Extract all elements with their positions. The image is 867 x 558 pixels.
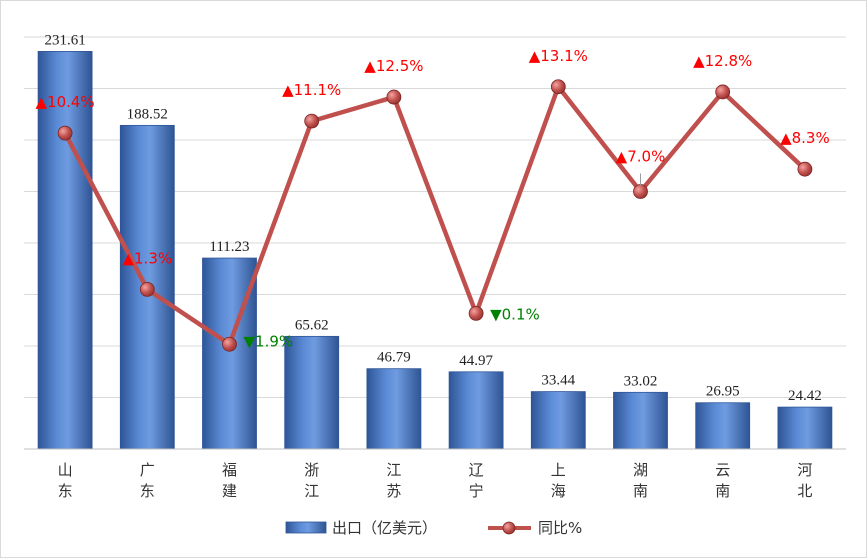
bar [777,406,833,450]
bar-value-label: 231.61 [44,32,85,48]
line-marker [797,161,813,177]
x-tick-label: 福建 [222,461,237,500]
line-marker [139,281,155,297]
bar-value-label: 65.62 [295,317,329,333]
line-marker [386,89,402,105]
pct-change-label: ▼0.1% [490,305,540,323]
x-tick-label: 上海 [551,461,566,500]
legend-line-marker [502,521,516,535]
legend-bar-label: 出口（亿美元） [332,519,437,537]
pct-change-label: ▲12.8% [693,52,752,70]
line-marker [304,113,320,129]
bar [284,335,340,450]
x-tick-label: 广东 [140,461,155,500]
pct-change-label: ▼1.9% [244,332,294,350]
line-path [63,84,807,347]
x-axis: 山东 广东 福建 浙江 江苏 辽宁 上海 湖南 云南 河北 [24,448,846,500]
bar [695,402,751,450]
pct-change-label: ▲1.3% [122,249,172,267]
line-marker [550,79,566,95]
x-tick-label: 辽宁 [469,461,484,500]
pct-change-label: ▲12.5% [364,57,423,75]
bar-value-label: 33.02 [624,373,658,389]
bar-value-label: 44.97 [459,353,493,369]
pct-change-label: ▲7.0% [616,148,666,166]
bar-value-label: 33.44 [541,373,575,389]
line-marker [57,125,73,141]
bar-value-label: 26.95 [706,384,740,400]
x-tick-label: 河北 [797,461,812,500]
line-marker [222,336,237,352]
bar [448,371,504,450]
pct-change-label: ▲10.4% [36,93,95,111]
bar [613,391,668,450]
line-marker [468,305,484,321]
pct-change-label: ▲13.1% [529,47,588,65]
line-marker [633,184,648,199]
line-series [57,79,813,352]
bar [530,391,586,450]
bar-series [37,51,833,450]
bar-value-label: 111.23 [209,239,249,255]
x-tick-label: 云南 [715,461,730,500]
pct-change-label: ▲11.1% [282,81,341,99]
bar-value-label: 188.52 [127,106,168,122]
bar-value-label: 24.42 [788,388,822,404]
x-tick-label: 山东 [58,461,73,500]
legend-line-label: 同比% [538,519,582,537]
data-labels: 231.61 188.52 111.23 65.62 46.79 44.97 33.44 33… [36,32,830,404]
bar [366,368,422,450]
x-tick-label: 浙江 [304,461,319,500]
legend: 出口（亿美元） 同比% [285,519,582,537]
pct-change-label: ▲8.3% [780,129,830,147]
bar-value-label: 46.79 [377,350,411,366]
x-tick-label: 江苏 [386,461,401,500]
x-tick-label: 湖南 [633,461,648,500]
legend-bar-swatch [285,521,327,534]
line-marker [715,84,731,100]
bar [37,51,93,450]
